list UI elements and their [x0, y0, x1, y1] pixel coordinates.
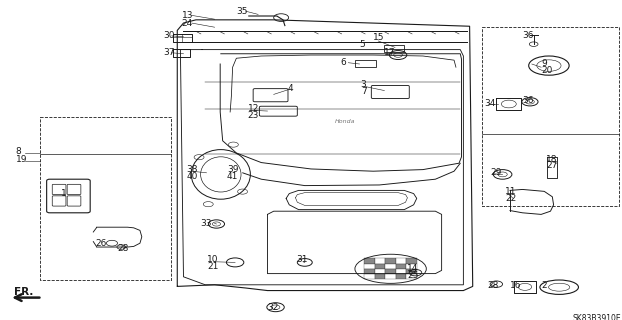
Text: 36: 36	[522, 31, 534, 40]
Text: 38: 38	[187, 165, 198, 174]
Text: FR.: FR.	[14, 287, 34, 297]
Text: 33: 33	[200, 219, 211, 228]
Bar	[374, 264, 386, 269]
Text: 2: 2	[541, 281, 547, 290]
Text: 39: 39	[227, 165, 238, 174]
Bar	[386, 269, 396, 274]
Text: 27: 27	[546, 161, 557, 170]
Bar	[396, 264, 407, 269]
Text: 29: 29	[490, 168, 501, 177]
Bar	[407, 274, 417, 279]
Text: 3: 3	[361, 80, 366, 89]
Bar	[407, 269, 417, 274]
Text: 5: 5	[360, 40, 365, 49]
Text: 23: 23	[248, 111, 259, 120]
Text: 14: 14	[407, 264, 419, 273]
Text: 34: 34	[484, 99, 495, 108]
Text: SK83B3910E: SK83B3910E	[572, 314, 621, 320]
Text: 18: 18	[546, 155, 557, 164]
Text: 7: 7	[361, 87, 366, 96]
Text: 28: 28	[117, 244, 128, 253]
Text: 36: 36	[522, 96, 534, 105]
Text: 19: 19	[16, 156, 27, 164]
Bar	[374, 274, 386, 279]
Text: 40: 40	[187, 172, 198, 181]
Bar	[364, 259, 374, 264]
Text: 15: 15	[373, 33, 384, 42]
Bar	[396, 269, 407, 274]
Text: Honda: Honda	[335, 119, 355, 124]
Text: 4: 4	[287, 84, 293, 93]
Bar	[355, 60, 376, 67]
Text: 17: 17	[384, 48, 396, 57]
Text: 31: 31	[296, 255, 307, 264]
Text: 28: 28	[488, 281, 499, 290]
Text: 41: 41	[227, 172, 238, 181]
Bar	[374, 259, 386, 264]
Text: 37: 37	[164, 48, 175, 57]
Text: 9: 9	[541, 60, 547, 68]
Bar	[396, 274, 407, 279]
Bar	[374, 269, 386, 274]
Bar	[364, 274, 374, 279]
Text: 35: 35	[236, 7, 248, 16]
Text: 13: 13	[182, 11, 193, 20]
Bar	[386, 259, 396, 264]
Text: 1: 1	[61, 189, 67, 198]
Bar	[364, 269, 374, 274]
Bar	[407, 259, 417, 264]
Text: 22: 22	[505, 194, 516, 203]
Text: 6: 6	[341, 58, 346, 67]
Bar	[386, 274, 396, 279]
Text: 26: 26	[95, 239, 106, 248]
Bar	[396, 259, 407, 264]
Bar	[364, 264, 374, 269]
Text: 30: 30	[164, 31, 175, 40]
Text: 16: 16	[510, 281, 521, 290]
Text: 12: 12	[248, 104, 259, 113]
Bar	[384, 45, 404, 52]
Text: 20: 20	[541, 66, 552, 75]
Bar	[386, 264, 396, 269]
Text: 25: 25	[407, 271, 419, 280]
Text: 10: 10	[207, 255, 218, 264]
Text: 11: 11	[505, 188, 516, 196]
Text: 21: 21	[207, 262, 218, 271]
Text: 8: 8	[16, 148, 21, 156]
Bar	[407, 264, 417, 269]
Text: 24: 24	[182, 19, 193, 28]
Text: 32: 32	[267, 303, 279, 312]
